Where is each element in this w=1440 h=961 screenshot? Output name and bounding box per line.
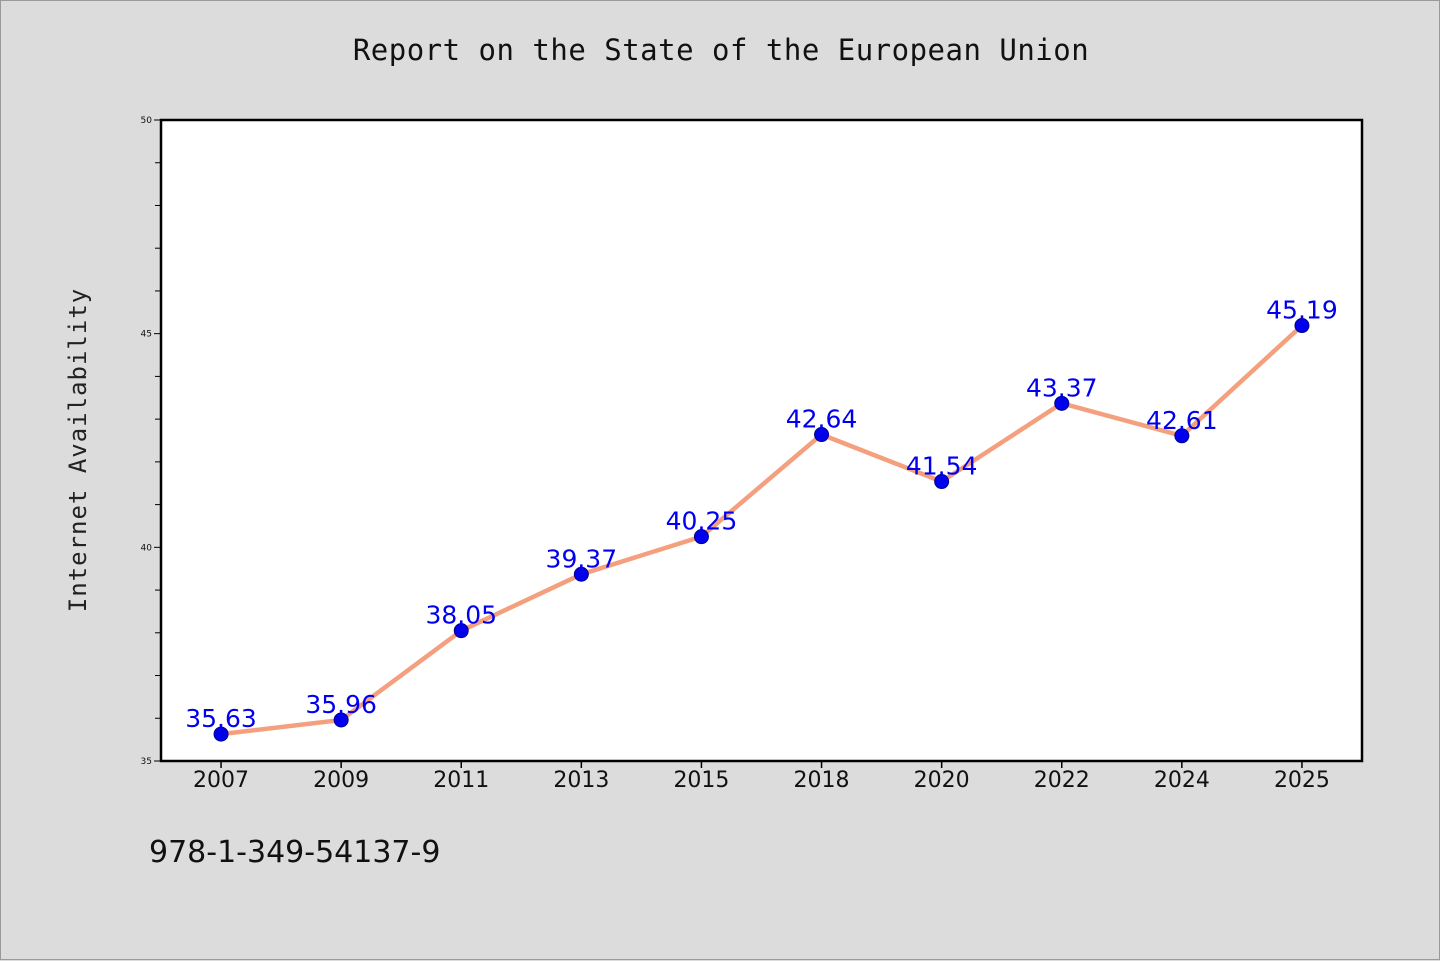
- x-tick-label: 2011: [433, 768, 489, 793]
- y-axis-ticks: 35 40 45 50: [141, 116, 161, 767]
- x-tick-label: 2022: [1034, 768, 1090, 793]
- data-label: 43.37: [1026, 373, 1098, 402]
- data-label: 39.37: [546, 544, 618, 573]
- data-label: 35.96: [305, 690, 377, 719]
- data-point-marker: [1174, 428, 1190, 444]
- x-tick-label: 2025: [1274, 768, 1330, 793]
- data-label: 35.63: [185, 704, 257, 733]
- x-tick-label: 2013: [553, 768, 609, 793]
- data-label: 42.61: [1146, 406, 1218, 435]
- plot-frame: [159, 118, 1364, 763]
- data-point-marker: [1054, 395, 1070, 411]
- isbn-code: 978-1-349-54137-9: [149, 835, 441, 870]
- data-point-marker: [693, 529, 709, 545]
- y-tick-label: 40: [141, 543, 153, 553]
- data-label: 41.54: [906, 452, 978, 481]
- data-point-marker: [453, 623, 469, 639]
- y-tick-label: 35: [141, 757, 152, 767]
- series-line: [218, 323, 1305, 737]
- data-labels: 35.63 35.96 38.05 39.37 40.25 42.64 41.54 43.37…: [185, 296, 1337, 734]
- data-point-marker: [814, 427, 830, 443]
- data-point-marker: [573, 566, 589, 582]
- x-axis-ticks: 2007 2009 2011 2013 2015 2018 2020 2022 2024 2025: [193, 761, 1330, 793]
- chart-title: Report on the State of the European Unio…: [352, 33, 1090, 67]
- x-tick-label: 2009: [313, 768, 369, 793]
- plot-area: [161, 120, 1362, 761]
- x-tick-label: 2007: [193, 768, 249, 793]
- data-label: 38.05: [425, 601, 497, 630]
- data-label: 45.19: [1266, 296, 1338, 325]
- data-label: 40.25: [666, 507, 738, 536]
- series-markers: [213, 318, 1310, 742]
- data-point-marker: [1294, 318, 1310, 334]
- data-point-marker: [213, 726, 229, 742]
- y-tick-label: 45: [141, 330, 152, 340]
- x-tick-label: 2015: [673, 768, 729, 793]
- data-label: 42.64: [786, 405, 858, 434]
- y-tick-label: 50: [141, 116, 153, 126]
- x-tick-label: 2024: [1154, 768, 1210, 793]
- data-point-marker: [333, 712, 349, 728]
- data-point-marker: [934, 474, 950, 490]
- x-tick-label: 2020: [914, 768, 970, 793]
- y-axis-label: Internet Availability: [64, 288, 92, 612]
- x-tick-label: 2018: [794, 768, 850, 793]
